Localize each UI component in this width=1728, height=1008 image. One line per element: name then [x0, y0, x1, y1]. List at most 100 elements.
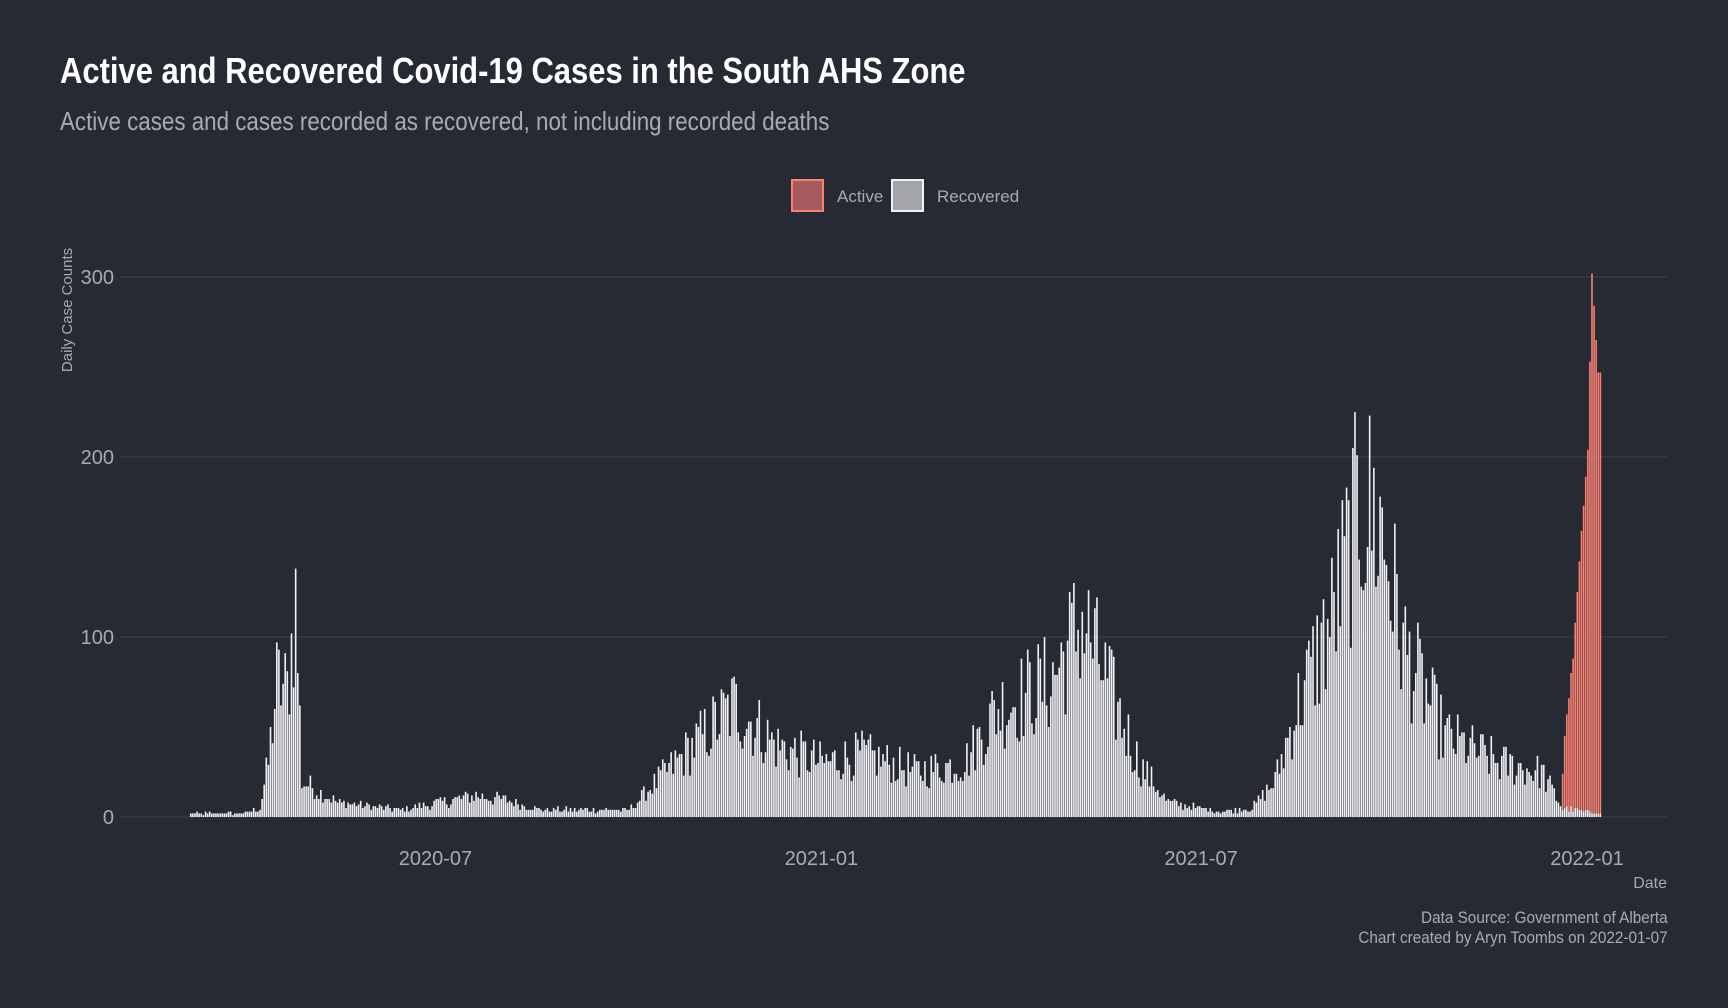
- bar-recovered-62: [320, 790, 322, 817]
- bar-recovered-0: [190, 813, 192, 817]
- bar-recovered-507: [1253, 800, 1256, 817]
- bar-recovered-213: [636, 802, 639, 817]
- bar-active-19: [1599, 372, 1602, 814]
- bar-recovered-634: [1519, 763, 1522, 817]
- bar-recovered-506: [1251, 809, 1253, 817]
- bar-recovered-185: [578, 809, 580, 817]
- bar-recovered-535: [1312, 626, 1314, 817]
- bar-recovered-113: [427, 806, 429, 817]
- bar-recovered-145: [494, 797, 496, 817]
- bar-recovered-23: [238, 813, 240, 817]
- bar-recovered-648: [1549, 775, 1551, 817]
- bar-recovered-135: [473, 800, 475, 817]
- bar-recovered-228: [668, 763, 670, 817]
- bar-recovered-264: [743, 736, 746, 817]
- bar-recovered-73: [343, 800, 345, 817]
- bar-recovered-646: [1545, 791, 1547, 817]
- bar-recovered-589: [1425, 678, 1428, 817]
- bar-recovered-298: [815, 764, 817, 817]
- bar-recovered-345: [913, 754, 916, 817]
- bar-recovered-647: [1547, 779, 1549, 817]
- bar-recovered-622: [1494, 763, 1497, 817]
- bar-recovered-370: [966, 743, 968, 817]
- bar-recovered-170: [546, 808, 549, 817]
- bar-recovered-335: [892, 757, 895, 817]
- bar-recovered-236: [685, 732, 687, 817]
- bar-recovered-457: [1148, 786, 1151, 817]
- bar-recovered-34: [261, 799, 263, 817]
- bar-recovered-508: [1255, 802, 1258, 817]
- y-tick-label-200: 200: [81, 447, 114, 469]
- bar-recovered-440: [1112, 656, 1115, 817]
- bar-recovered-601: [1450, 728, 1453, 817]
- bar-recovered-270: [756, 718, 758, 817]
- bar-recovered-151: [506, 802, 509, 817]
- bar-recovered-164: [534, 806, 536, 817]
- bar-recovered-662: [1578, 809, 1581, 817]
- bar-recovered-371: [968, 775, 970, 817]
- bar-recovered-255: [724, 698, 727, 817]
- bar-recovered-649: [1551, 784, 1553, 817]
- bar-active-6: [1572, 658, 1574, 812]
- bar-recovered-71: [338, 799, 341, 817]
- bar-recovered-181: [569, 808, 572, 817]
- bar-recovered-362: [949, 759, 951, 817]
- bar-recovered-291: [800, 730, 802, 817]
- bar-recovered-319: [859, 750, 861, 817]
- bar-recovered-324: [869, 734, 872, 817]
- bar-recovered-153: [510, 802, 513, 817]
- bar-active-7: [1574, 622, 1577, 808]
- bar-recovered-128: [458, 795, 461, 817]
- bar-recovered-177: [561, 811, 563, 817]
- bar-recovered-57: [309, 775, 312, 817]
- bar-recovered-486: [1209, 808, 1212, 817]
- bar-recovered-628: [1507, 775, 1509, 817]
- legend: Active Recovered: [791, 179, 1019, 212]
- bar-recovered-117: [435, 799, 438, 817]
- bar-recovered-125: [452, 799, 454, 817]
- bar-recovered-347: [917, 761, 920, 817]
- bar-recovered-402: [1033, 734, 1035, 817]
- bar-recovered-67: [330, 802, 333, 817]
- bar-recovered-453: [1140, 786, 1142, 817]
- bar-recovered-630: [1511, 755, 1514, 817]
- bar-recovered-337: [896, 779, 899, 817]
- recovered-bars: [190, 412, 1602, 817]
- bar-recovered-7: [204, 811, 207, 817]
- bar-recovered-443: [1119, 698, 1121, 817]
- bar-recovered-248: [710, 748, 712, 817]
- bar-recovered-670: [1595, 813, 1597, 817]
- bar-recovered-9: [208, 811, 211, 817]
- bar-recovered-379: [984, 754, 987, 817]
- bar-recovered-583: [1412, 691, 1415, 817]
- bar-recovered-596: [1440, 694, 1442, 817]
- bar-recovered-160: [525, 809, 528, 817]
- bar-recovered-522: [1284, 737, 1287, 817]
- bar-recovered-536: [1314, 705, 1316, 817]
- bar-recovered-360: [945, 763, 947, 817]
- bar-recovered-510: [1259, 799, 1262, 817]
- bar-recovered-102: [403, 811, 406, 817]
- bar-recovered-293: [804, 741, 807, 817]
- bar-recovered-616: [1482, 734, 1484, 817]
- legend-label-active: Active: [837, 187, 883, 206]
- bar-recovered-27: [246, 811, 249, 817]
- bar-recovered-561: [1366, 547, 1369, 817]
- bar-recovered-31: [255, 811, 257, 817]
- bar-recovered-538: [1318, 703, 1321, 817]
- bar-recovered-44: [282, 683, 284, 817]
- bar-recovered-103: [406, 806, 408, 817]
- bar-recovered-64: [324, 799, 326, 817]
- bar-recovered-560: [1364, 583, 1367, 817]
- bar-recovered-186: [580, 808, 582, 817]
- bar-recovered-188: [584, 808, 586, 817]
- bar-recovered-430: [1091, 658, 1094, 817]
- bar-recovered-241: [695, 723, 698, 817]
- bar-recovered-599: [1446, 718, 1449, 817]
- bar-recovered-323: [867, 739, 870, 817]
- bar-recovered-481: [1198, 806, 1201, 817]
- bar-recovered-409: [1047, 727, 1050, 817]
- bar-recovered-308: [836, 770, 838, 817]
